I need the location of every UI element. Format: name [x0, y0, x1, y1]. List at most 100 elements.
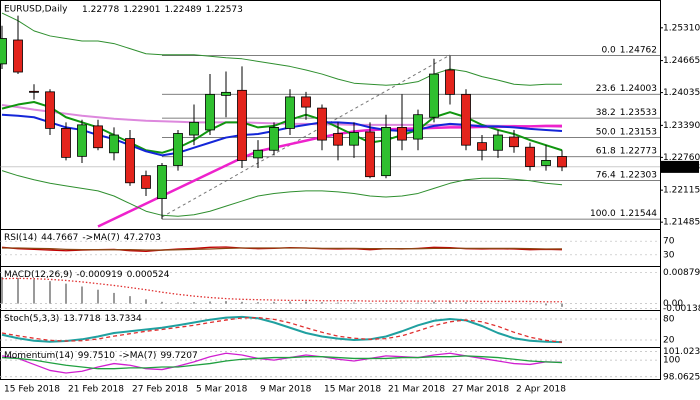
fib-ratio: 23.6: [596, 84, 616, 94]
candle-body: [77, 124, 87, 157]
candle-body: [461, 93, 471, 146]
y-tick-label: 1.23390: [663, 121, 700, 131]
candle-body: [493, 134, 503, 151]
candle-body: [269, 126, 279, 151]
candle-body: [189, 121, 199, 136]
readout-value: 13.7718: [63, 314, 100, 324]
x-tick-label: 15 Feb 2018: [4, 385, 60, 395]
candle-body: [429, 73, 439, 118]
readout-value: 13.7334: [105, 314, 142, 324]
readout-value: 99.7510: [78, 351, 115, 361]
candle-body: [93, 125, 103, 149]
ohlc-value: 1.22573: [206, 5, 243, 15]
panel-name: Momentum(14): [4, 351, 74, 361]
fib-ratio: 76.4: [596, 170, 616, 180]
candle-body: [109, 134, 119, 154]
candle-body: [509, 136, 519, 148]
y-tick-label: 1.24035: [663, 88, 700, 98]
candle-body: [397, 126, 407, 141]
fib-label: 76.4 1.22303: [596, 170, 657, 180]
candle-body: [445, 69, 455, 95]
indicator-line: [1, 170, 563, 217]
ohlc-value: 1.22489: [164, 5, 201, 15]
fib-ratio: 50.0: [596, 127, 616, 137]
fib-label: 50.0 1.23153: [596, 127, 657, 137]
y-tick-label: 98.0625: [663, 372, 700, 382]
candle-body: [125, 138, 135, 184]
fib-ratio: 38.2: [596, 108, 616, 118]
fib-label: 23.6 1.24003: [596, 84, 657, 94]
readout-value: 0.000524: [127, 270, 170, 280]
candle-body: [525, 146, 535, 167]
ohlc-value: 1.22901: [123, 5, 160, 15]
panel-title: Stoch(5,3,3) 13.7718 13.7334: [4, 314, 142, 324]
panel-title: RSI(14) 44.7667 ->MA(7) 47.2703: [4, 233, 161, 243]
fib-price: 1.24762: [620, 45, 657, 55]
indicator-line: [1, 315, 563, 344]
y-tick-label: 30: [663, 250, 675, 260]
candle-body: [45, 91, 55, 129]
indicator-line: [1, 355, 563, 370]
candle-body: [557, 156, 567, 168]
readout-label: ->MA(7): [119, 351, 156, 361]
panel-name: MACD(12,26,9): [4, 270, 72, 280]
candle-body: [349, 132, 359, 146]
candle-body: [477, 142, 487, 151]
fib-trendline: [161, 54, 451, 218]
candle-body: [0, 38, 7, 65]
y-tick-label: 80: [663, 315, 675, 325]
x-tick-label: 5 Mar 2018: [196, 385, 248, 395]
readout-value: 44.7667: [41, 233, 78, 243]
fib-ratio: 61.8: [596, 146, 616, 156]
y-tick-label: 20: [663, 336, 675, 346]
y-tick-label: 1.22115: [663, 186, 700, 196]
readout-value: 99.7207: [160, 351, 197, 361]
candle-body: [157, 165, 167, 199]
x-tick-label: 21 Feb 2018: [68, 385, 124, 395]
candle-body: [285, 96, 295, 129]
fib-label: 38.2 1.23533: [596, 108, 657, 118]
candle-body: [253, 149, 263, 159]
candle-body: [317, 107, 327, 141]
candle-body: [173, 133, 183, 166]
y-tick-label: 1.22760: [663, 153, 700, 163]
last-price-box: [661, 160, 699, 173]
x-tick-label: 21 Mar 2018: [388, 385, 445, 395]
ohlc-value: 1.22778: [82, 5, 119, 15]
candle-body: [29, 90, 39, 93]
panel-name: RSI(14): [4, 233, 37, 243]
y-tick-label: 70: [663, 237, 675, 247]
fib-price: 1.22773: [620, 146, 657, 156]
fib-ratio: 100.0: [590, 209, 616, 219]
fib-label: 100.0 1.21544: [590, 209, 657, 219]
fib-label: 0.0 1.24762: [601, 45, 657, 55]
x-tick-label: 27 Feb 2018: [132, 385, 188, 395]
candle-body: [413, 114, 423, 140]
candle-body: [61, 128, 71, 158]
y-tick-label: 0.00: [663, 299, 683, 309]
candle-body: [221, 91, 231, 96]
readout-label: ->MA(7): [82, 233, 119, 243]
indicator-line: [1, 12, 562, 86]
indicator-line: [2, 247, 563, 251]
x-tick-label: 27 Mar 2018: [452, 385, 509, 395]
fib-price: 1.23153: [620, 127, 657, 137]
fib-label: 61.8 1.22773: [596, 146, 657, 156]
panel-title: MACD(12,26,9) -0.000919 0.000524: [4, 270, 170, 280]
candle-body: [141, 175, 151, 189]
fib-price: 1.24003: [620, 84, 657, 94]
y-tick-label: -0.001382: [663, 304, 700, 314]
x-tick-label: 2 Apr 2018: [516, 385, 566, 395]
y-tick-label: 100: [663, 356, 680, 366]
x-tick-label: 9 Mar 2018: [260, 385, 312, 395]
panel-title: Momentum(14) 99.7510 ->MA(7) 99.7207: [4, 351, 198, 361]
fib-ratio: 0.0: [601, 45, 616, 55]
last-price-label: 1.22573: [663, 162, 700, 172]
y-tick-label: 1.24665: [663, 56, 700, 66]
y-tick-label: 1.25310: [663, 23, 700, 33]
readout-value: -0.000919: [76, 270, 122, 280]
candle-body: [13, 39, 23, 73]
candle-body: [333, 133, 343, 146]
readout-value: 47.2703: [124, 233, 161, 243]
